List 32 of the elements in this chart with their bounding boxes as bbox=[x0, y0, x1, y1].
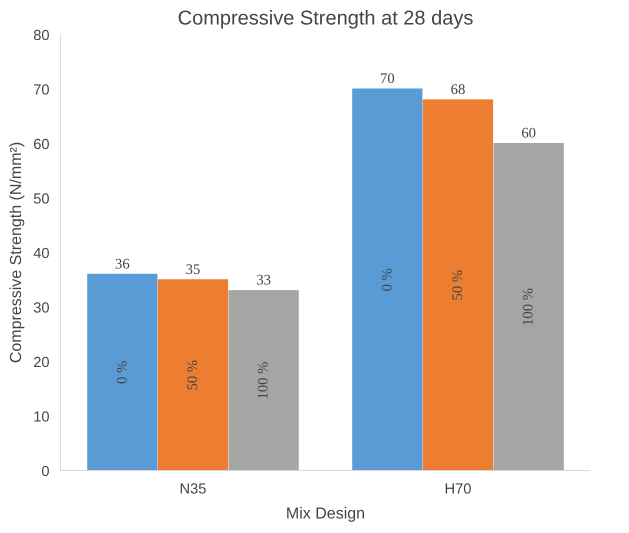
data-label: 35 bbox=[186, 262, 200, 278]
text: 50 % bbox=[450, 270, 466, 300]
bar bbox=[494, 143, 564, 470]
bar bbox=[228, 290, 299, 470]
series-label: 0 % bbox=[114, 360, 130, 384]
y-tick-label: 0 bbox=[41, 464, 50, 480]
y-tick-label: 70 bbox=[33, 82, 50, 98]
data-label: 36 bbox=[115, 256, 130, 272]
y-tick-label: 80 bbox=[33, 28, 50, 44]
bar bbox=[422, 99, 494, 470]
y-tick-label: 40 bbox=[33, 246, 50, 262]
chart-title: Compressive Strength at 28 days bbox=[178, 8, 474, 30]
data-label: 70 bbox=[380, 71, 395, 87]
series-label: 50 % bbox=[185, 360, 201, 390]
data-label: 60 bbox=[521, 126, 536, 142]
text: 100 % bbox=[256, 362, 272, 400]
x-tick-label: N35 bbox=[180, 482, 206, 498]
y-tick-label: 20 bbox=[33, 355, 50, 371]
bar bbox=[87, 274, 158, 470]
x-tick-label: H70 bbox=[444, 482, 472, 498]
bar bbox=[158, 279, 228, 470]
series-label: 100 % bbox=[520, 288, 537, 326]
y-axis-title: Compressive Strength (N/mm²) bbox=[8, 142, 26, 364]
text: 0 % bbox=[379, 268, 396, 292]
data-label: 68 bbox=[450, 82, 466, 98]
y-tick-label: 30 bbox=[33, 300, 50, 316]
y-tick-label: 60 bbox=[33, 137, 50, 153]
y-tick-label: 50 bbox=[33, 192, 50, 208]
y-tick-label: 10 bbox=[33, 410, 50, 426]
data-label: 33 bbox=[256, 272, 271, 289]
x-axis-title: Mix Design bbox=[286, 506, 366, 522]
bar bbox=[352, 88, 422, 470]
